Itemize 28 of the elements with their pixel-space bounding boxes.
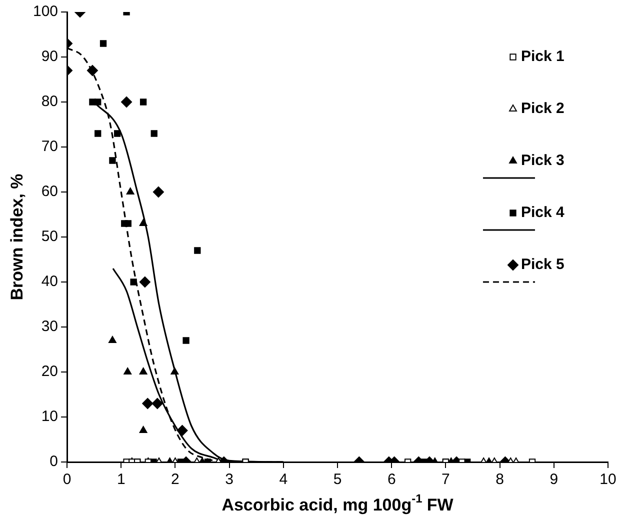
x-tick-label: 1 bbox=[116, 471, 126, 488]
x-tick-label: 4 bbox=[279, 471, 288, 488]
y-tick-label: 60 bbox=[41, 183, 58, 200]
y-tick-label: 0 bbox=[50, 453, 58, 470]
y-tick-label: 20 bbox=[41, 363, 58, 380]
y-tick-label: 50 bbox=[41, 228, 58, 246]
x-tick-label: 0 bbox=[62, 471, 72, 488]
y-tick-label: 90 bbox=[41, 48, 58, 66]
x-tick-label: 3 bbox=[225, 471, 234, 488]
x-tick-label: 5 bbox=[333, 471, 342, 488]
x-tick-label: 7 bbox=[442, 471, 450, 488]
legend-label: Pick 1 bbox=[521, 48, 564, 66]
x-tick-label: 9 bbox=[550, 471, 558, 488]
legend-label: Pick 5 bbox=[521, 256, 564, 274]
y-tick-label: 30 bbox=[41, 318, 58, 336]
legend-label: Pick 2 bbox=[521, 100, 564, 118]
y-tick-label: 70 bbox=[41, 138, 58, 156]
legend-label: Pick 3 bbox=[521, 152, 564, 170]
x-tick-label: 2 bbox=[171, 471, 180, 488]
y-tick-label: 80 bbox=[41, 93, 58, 110]
legend-label: Pick 4 bbox=[521, 204, 566, 222]
y-tick-label: 100 bbox=[32, 3, 58, 20]
x-tick-label: 10 bbox=[600, 471, 616, 488]
x-tick-label: 8 bbox=[496, 471, 504, 488]
y-axis-title: Brown index, % bbox=[8, 174, 27, 300]
x-tick-label: 6 bbox=[387, 471, 396, 488]
y-tick-label: 40 bbox=[41, 273, 58, 290]
y-tick-label: 10 bbox=[41, 408, 58, 426]
